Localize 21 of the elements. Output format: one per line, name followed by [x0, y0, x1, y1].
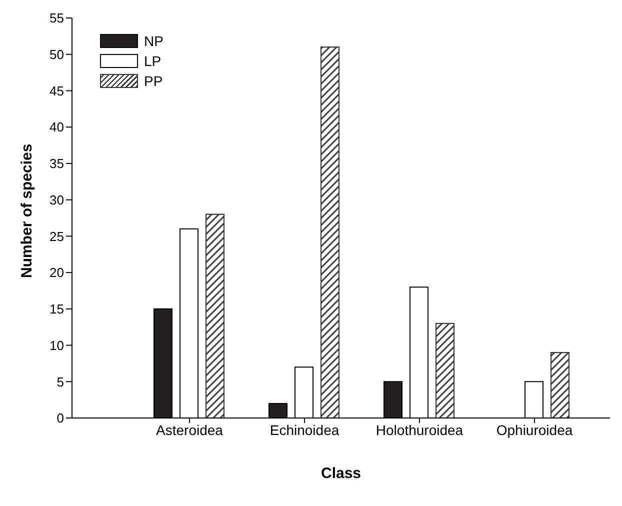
y-tick-label: 10: [50, 338, 64, 353]
x-tick-label: Ophiuroidea: [496, 422, 573, 438]
x-tick-label: Asteroidea: [156, 422, 224, 438]
y-tick-label: 5: [56, 374, 64, 390]
x-tick-label: Echinoidea: [270, 422, 340, 438]
x-axis-title: Class: [320, 465, 362, 482]
y-tick-label: 50: [50, 46, 64, 62]
y-tick-label: 55: [50, 10, 64, 26]
legend-label: LP: [144, 52, 162, 70]
y-tick-label: 20: [50, 265, 64, 280]
y-tick-label: 30: [50, 192, 64, 208]
y-axis-title: Number of species: [18, 144, 36, 278]
y-tick-label: 45: [50, 83, 64, 98]
y-tick-label: 15: [50, 302, 64, 317]
legend-label: NP: [144, 32, 164, 50]
x-tick-label: Holothuroidea: [376, 422, 464, 438]
y-tick-label: 35: [50, 156, 64, 172]
y-tick-label: 40: [50, 120, 64, 135]
y-tick-label: 0: [56, 410, 64, 426]
legend-label: PP: [144, 72, 163, 90]
y-tick-label: 25: [50, 228, 64, 244]
